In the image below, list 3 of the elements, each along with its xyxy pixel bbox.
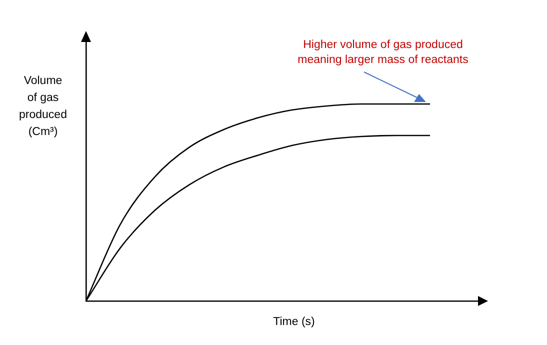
x-axis-title: Time (s) (272, 316, 316, 328)
text: Higher volume of gas produced meaning larger mass of reactants (296, 38, 470, 68)
y-axis-title: Volume of gas produced (Cm³) (18, 74, 68, 140)
